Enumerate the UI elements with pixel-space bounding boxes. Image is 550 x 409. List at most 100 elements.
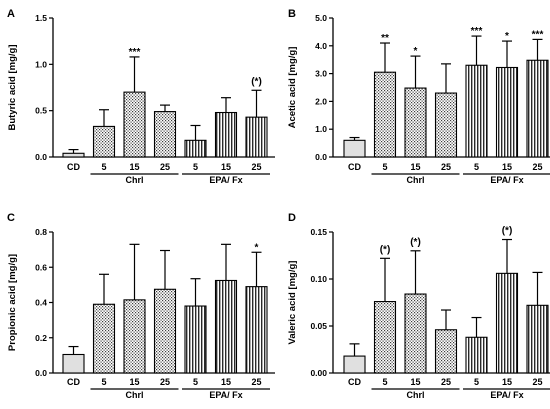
bar — [123, 91, 146, 158]
category-label: 5 — [101, 162, 106, 172]
y-tick-label: 0.5 — [35, 106, 47, 116]
y-tick-label: 5.0 — [315, 13, 327, 23]
significance-label: (*) — [380, 244, 391, 255]
bar — [526, 59, 549, 158]
y-tick-label: 4.0 — [315, 41, 327, 51]
bar — [434, 92, 458, 158]
bar — [153, 288, 177, 374]
bar — [343, 139, 366, 158]
significance-label: ** — [381, 33, 389, 44]
bar — [214, 279, 238, 374]
significance-label: *** — [532, 29, 544, 40]
bar — [153, 111, 177, 158]
y-tick-label: 0.6 — [35, 262, 47, 272]
group-label: Chrl — [126, 175, 144, 185]
y-tick-label: 0.10 — [310, 274, 327, 284]
group-label: Chrl — [407, 175, 425, 185]
y-tick-label: 0.00 — [310, 368, 327, 378]
bar — [245, 116, 268, 158]
y-tick-label: 0.0 — [315, 152, 327, 162]
category-label: 15 — [129, 377, 139, 387]
bar — [214, 111, 238, 158]
y-tick-label: 0.05 — [310, 321, 327, 331]
y-tick-label: 1.5 — [35, 13, 47, 23]
y-tick-label: 0.2 — [35, 333, 47, 343]
category-label: 25 — [160, 162, 170, 172]
bar — [92, 303, 116, 374]
category-label: 15 — [502, 162, 512, 172]
category-label: 5 — [101, 377, 106, 387]
significance-label: * — [255, 242, 259, 253]
bar — [123, 299, 146, 374]
category-label: 25 — [441, 162, 451, 172]
bar — [465, 64, 488, 158]
y-axis-label: Acetic acid [mg/g] — [287, 47, 298, 129]
group-label: Chrl — [126, 390, 144, 400]
category-label: 5 — [382, 162, 387, 172]
bar — [404, 293, 427, 374]
panel-letter: D — [288, 212, 296, 224]
significance-label: * — [414, 46, 418, 57]
bar — [184, 305, 207, 374]
bar — [404, 87, 427, 158]
panel-b: B Acetic acid [mg/g] 0.0 1.0 2.0 3.0 4.0 5.0 CD *… — [287, 8, 550, 185]
category-label: 15 — [502, 377, 512, 387]
category-label: CD — [67, 377, 80, 387]
category-label: 5 — [474, 377, 479, 387]
group-label: EPA/ Fx — [490, 390, 523, 400]
bar — [495, 272, 519, 374]
bar — [465, 336, 488, 374]
category-label: 5 — [193, 377, 198, 387]
panel-letter: B — [288, 8, 296, 20]
y-tick-label: 0.0 — [35, 368, 47, 378]
category-label: 15 — [221, 377, 231, 387]
y-tick-label: 0.4 — [35, 298, 47, 308]
bar — [373, 301, 397, 374]
category-label: 15 — [129, 162, 139, 172]
category-label: 25 — [532, 162, 542, 172]
category-label: CD — [67, 162, 80, 172]
group-label: EPA/ Fx — [209, 390, 242, 400]
significance-label: (*) — [502, 226, 513, 237]
category-label: 15 — [410, 162, 420, 172]
panel-letter: A — [7, 8, 15, 20]
category-label: 25 — [532, 377, 542, 387]
group-label: EPA/ Fx — [209, 175, 242, 185]
significance-label: *** — [129, 47, 141, 58]
category-label: 5 — [474, 162, 479, 172]
bar — [343, 355, 366, 374]
category-label: 25 — [251, 377, 261, 387]
y-tick-label: 1.0 — [35, 59, 47, 69]
category-label: 25 — [251, 162, 261, 172]
bar — [434, 329, 458, 374]
bar — [526, 304, 549, 374]
significance-label: (*) — [251, 76, 262, 87]
y-axis-label: Butyric acid [mg/g] — [7, 44, 18, 130]
category-label: 5 — [382, 377, 387, 387]
category-label: 25 — [160, 377, 170, 387]
panel-letter: C — [7, 212, 15, 224]
significance-label: *** — [471, 26, 483, 37]
category-label: 15 — [221, 162, 231, 172]
bar — [373, 71, 397, 158]
category-label: CD — [348, 162, 361, 172]
y-tick-label: 0.0 — [35, 152, 47, 162]
y-tick-label: 2.0 — [315, 96, 327, 106]
panel-d: D Valeric acid [mg/g] 0.00 0.05 0.10 0.15 CD (*… — [287, 212, 550, 400]
y-tick-label: 0.8 — [35, 227, 47, 237]
y-tick-label: 1.0 — [315, 124, 327, 134]
bar — [62, 353, 85, 374]
category-label: 5 — [193, 162, 198, 172]
panel-a: A Butyric acid [mg/g] 0.0 0.5 1.0 1.5 CD 5 *** 15… — [7, 8, 275, 185]
bar — [62, 152, 85, 158]
category-label: 25 — [441, 377, 451, 387]
category-label: CD — [348, 377, 361, 387]
y-tick-label: 0.15 — [310, 227, 327, 237]
y-axis-label: Propionic acid [mg/g] — [7, 254, 18, 351]
significance-label: * — [505, 31, 509, 42]
bar — [92, 125, 116, 158]
y-axis-label: Valeric acid [mg/g] — [287, 261, 298, 345]
bar — [245, 286, 268, 374]
panel-c: C Propionic acid [mg/g] 0.0 0.2 0.4 0.6 0.8 CD 5… — [7, 212, 275, 400]
